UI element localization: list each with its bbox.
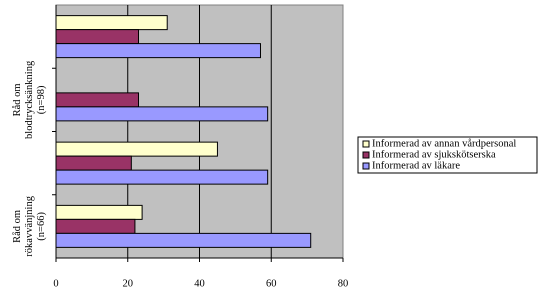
bar [55, 43, 261, 59]
y-tick-label: Råd omblodtrycksänkning(n=98) [12, 60, 47, 139]
legend-box [357, 136, 538, 174]
bar [55, 218, 136, 234]
x-tick-label: 60 [266, 278, 277, 289]
bar [55, 29, 140, 45]
bar [55, 106, 269, 122]
x-tick-label: 0 [53, 278, 58, 289]
legend-swatch [362, 151, 370, 159]
legend-label: Informerad av annan vårdpersonal [372, 138, 516, 149]
legend-swatch [362, 162, 370, 170]
bar [55, 232, 312, 248]
bar [55, 141, 218, 157]
legend-label: Informerad av sjukskötserska [372, 149, 496, 160]
y-tick-label: Råd omrökavvänjning(n=66) [12, 195, 47, 256]
bar [55, 155, 132, 171]
bar [55, 92, 140, 108]
x-tick-label: 40 [194, 278, 205, 289]
x-tick-label: 20 [123, 278, 134, 289]
x-tick-label: 80 [338, 278, 349, 289]
bar [55, 204, 143, 220]
y-label-group: Råd omblodtrycksänkning(n=98) [12, 60, 47, 139]
legend-label: Informerad av läkare [372, 160, 460, 171]
bar [55, 15, 168, 31]
legend-swatch [362, 140, 370, 148]
bar [55, 169, 269, 185]
y-label-group: Råd omrökavvänjning(n=66) [12, 195, 47, 256]
